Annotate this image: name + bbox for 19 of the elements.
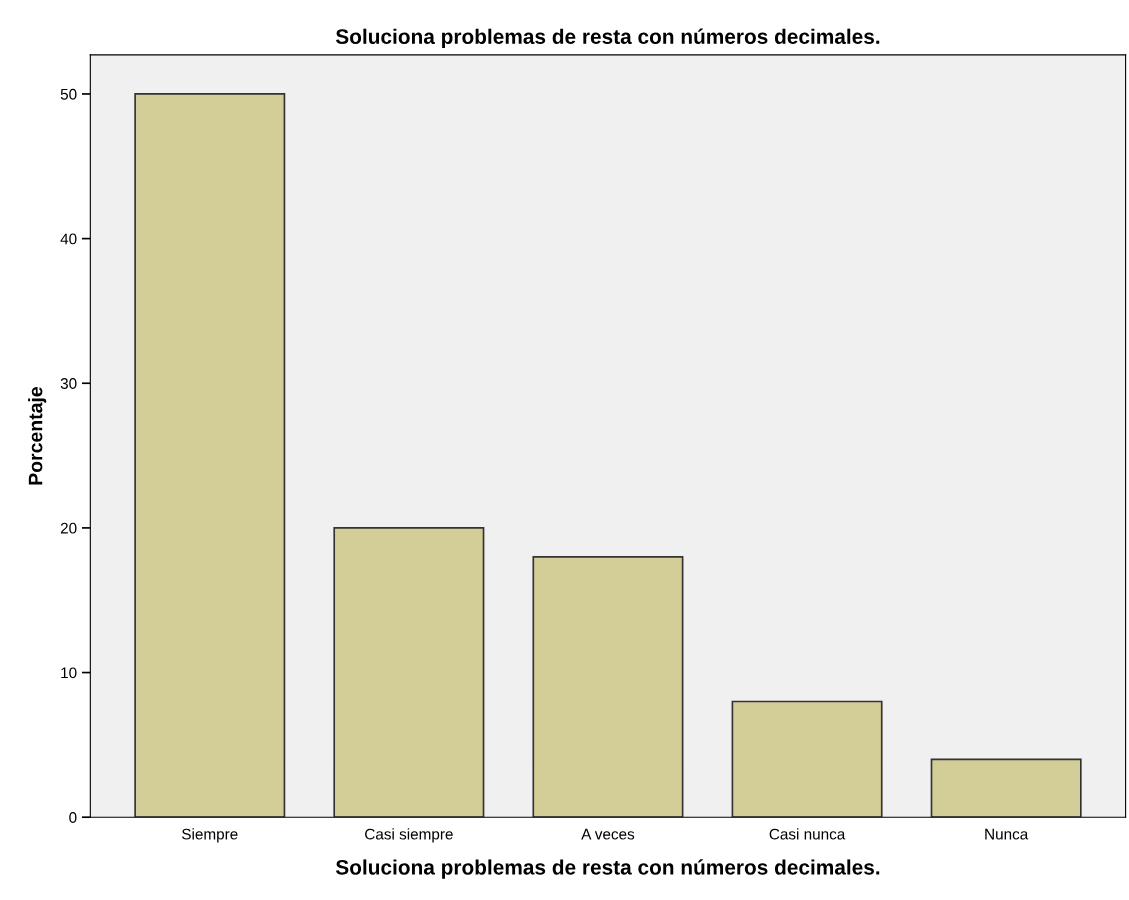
bar [532, 555, 684, 818]
y-tick-label: 50 [60, 88, 77, 100]
x-tick-label: Casi siempre [365, 828, 453, 843]
y-tick-label: 0 [69, 812, 77, 823]
x-axis-title: Soluciona problemas de resta con números decimales. [335, 859, 880, 879]
chart-title: Soluciona problemas de resta con números decimales. [335, 28, 880, 49]
x-tick-label: Siempre [182, 828, 238, 843]
x-tick-label: Casi nunca [769, 828, 846, 840]
bar [930, 758, 1082, 818]
y-tick-label: 40 [60, 233, 77, 245]
bar [731, 700, 883, 818]
bar [333, 527, 485, 818]
x-tick-label: A veces [581, 828, 635, 840]
y-tick-label: 30 [60, 378, 77, 389]
bar [134, 93, 286, 818]
x-tick-label: Nunca [985, 828, 1029, 840]
y-tick-label: 20 [60, 522, 77, 534]
y-axis-title: Porcentaje [28, 387, 47, 485]
y-tick-label: 10 [61, 667, 77, 679]
